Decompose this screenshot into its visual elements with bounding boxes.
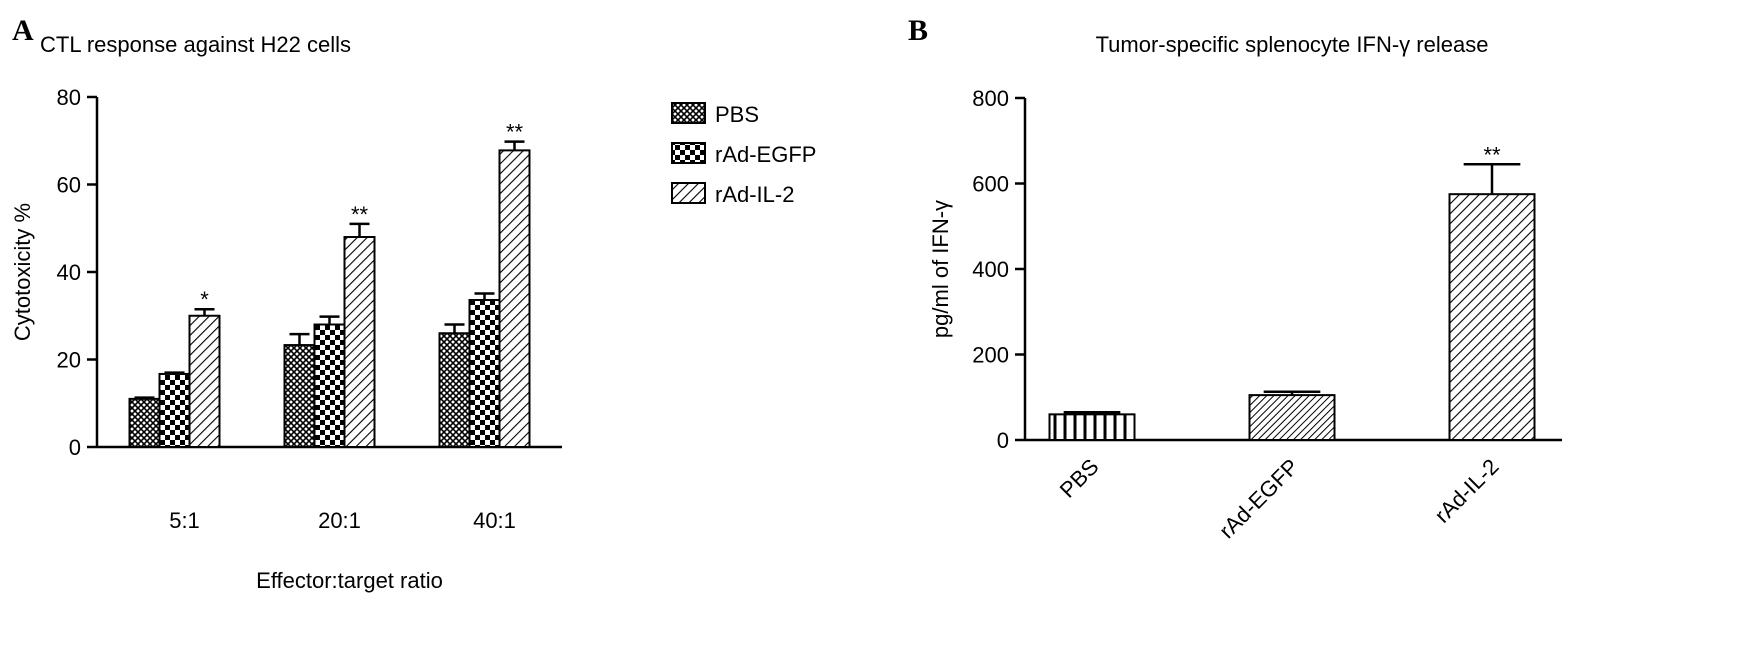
y-tick-label: 400 [972,257,1009,282]
error-bar [134,396,155,399]
error-bar [474,292,495,300]
bar [343,236,376,448]
error-bar [1263,390,1321,396]
error-bar [164,371,185,374]
y-tick-label: 80 [57,85,81,110]
bar [128,397,161,448]
error-bar [194,307,215,316]
legend-label: rAd-EGFP [715,142,816,167]
bar [283,344,316,448]
bar [438,332,471,448]
x-tick-label: 40:1 [473,508,516,533]
x-tick-label: 5:1 [169,508,200,533]
significance: ** [1483,142,1501,167]
error-bar [1063,410,1121,415]
y-tick-label: 200 [972,343,1009,368]
y-tick-label: 800 [972,86,1009,111]
x-tick-label: 20:1 [318,508,361,533]
error-bar [504,140,525,151]
bar [313,323,346,448]
legend-swatch [671,102,706,124]
x-tick-label: PBS [1055,454,1104,503]
y-tick-label: 40 [57,260,81,285]
y-tick-label: 60 [57,173,81,198]
chart-title: Tumor-specific splenocyte IFN-γ release [1096,32,1489,57]
chart-title: CTL response against H22 cells [40,32,351,57]
y-tick-label: 0 [69,435,81,460]
bar [158,372,191,448]
bar [468,299,501,448]
error-bar [1463,163,1521,195]
panel-label: A [12,14,34,47]
panel-label: B [908,14,928,47]
legend-label: PBS [715,102,759,127]
error-bar [289,332,310,346]
y-tick-label: 20 [57,348,81,373]
legend-swatch [671,142,706,164]
y-tick-label: 0 [997,428,1009,453]
significance: ** [351,202,369,227]
bar [188,314,221,448]
error-bar [349,222,370,237]
bar [1048,413,1136,442]
error-bar [444,323,465,334]
x-tick-label: rAd-EGFP [1214,454,1303,543]
x-tick-label: rAd-IL-2 [1430,454,1504,528]
y-tick-label: 600 [972,172,1009,197]
significance: ** [506,120,524,145]
y-axis-label: pg/ml of IFN-γ [928,200,953,338]
error-bar [319,315,340,325]
x-axis-label: Effector:target ratio [256,568,443,593]
bar [1248,394,1336,441]
bar [498,149,531,448]
significance: * [200,287,209,312]
bar [1448,193,1536,441]
y-axis-label: Cytotoxicity % [10,203,35,341]
legend-swatch [671,182,706,204]
legend-label: rAd-IL-2 [715,182,794,207]
